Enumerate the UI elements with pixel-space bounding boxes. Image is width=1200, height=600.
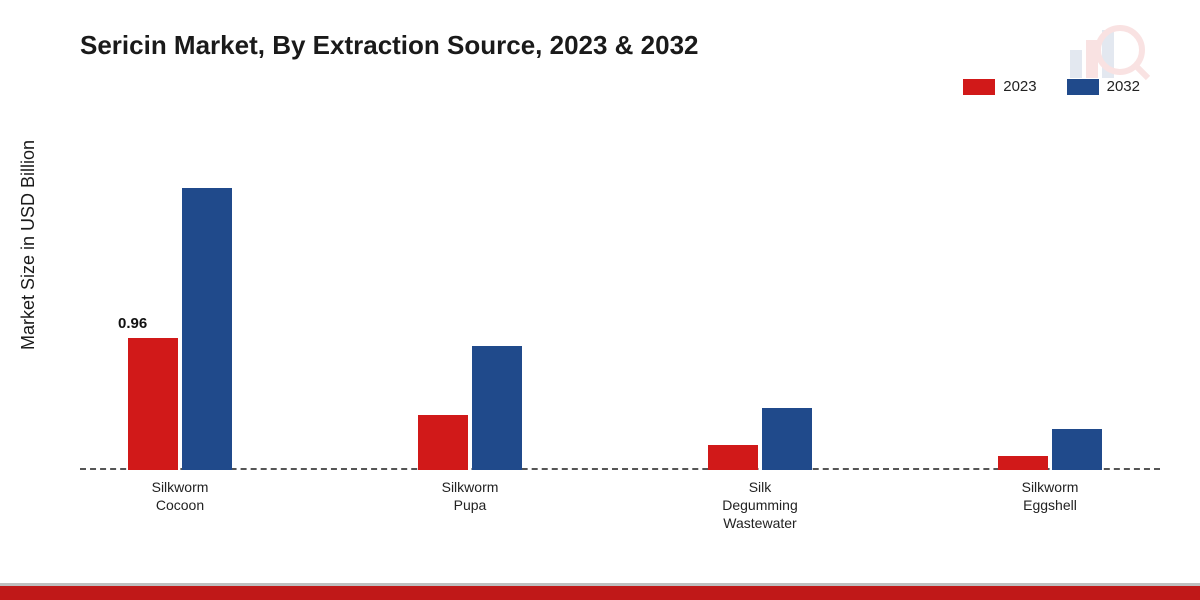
legend-label-2023: 2023: [1003, 78, 1036, 95]
bar: [762, 408, 812, 470]
bar: [418, 415, 468, 470]
legend-item-2023: 2023: [963, 78, 1036, 95]
category-label: Silkworm Pupa: [390, 478, 550, 514]
bar: [472, 346, 522, 470]
bar-value-label: 0.96: [118, 315, 147, 332]
chart-title: Sericin Market, By Extraction Source, 20…: [80, 30, 699, 61]
legend: 2023 2032: [963, 78, 1140, 95]
bar-group: [990, 429, 1110, 470]
bar-group: [700, 408, 820, 470]
bar: [182, 188, 232, 470]
bar: [708, 445, 758, 470]
category-label: Silkworm Eggshell: [970, 478, 1130, 514]
chart-plot-area: 0.96: [80, 140, 1160, 470]
footer-bar: [0, 586, 1200, 600]
legend-item-2032: 2032: [1067, 78, 1140, 95]
bar: [998, 456, 1048, 470]
bar: [1052, 429, 1102, 470]
category-label: Silkworm Cocoon: [100, 478, 260, 514]
legend-label-2032: 2032: [1107, 78, 1140, 95]
bar-group: [410, 346, 530, 470]
y-axis-label: Market Size in USD Billion: [18, 140, 39, 350]
legend-swatch-2032: [1067, 79, 1099, 95]
bar: [128, 338, 178, 470]
category-label: Silk Degumming Wastewater: [680, 478, 840, 533]
legend-swatch-2023: [963, 79, 995, 95]
